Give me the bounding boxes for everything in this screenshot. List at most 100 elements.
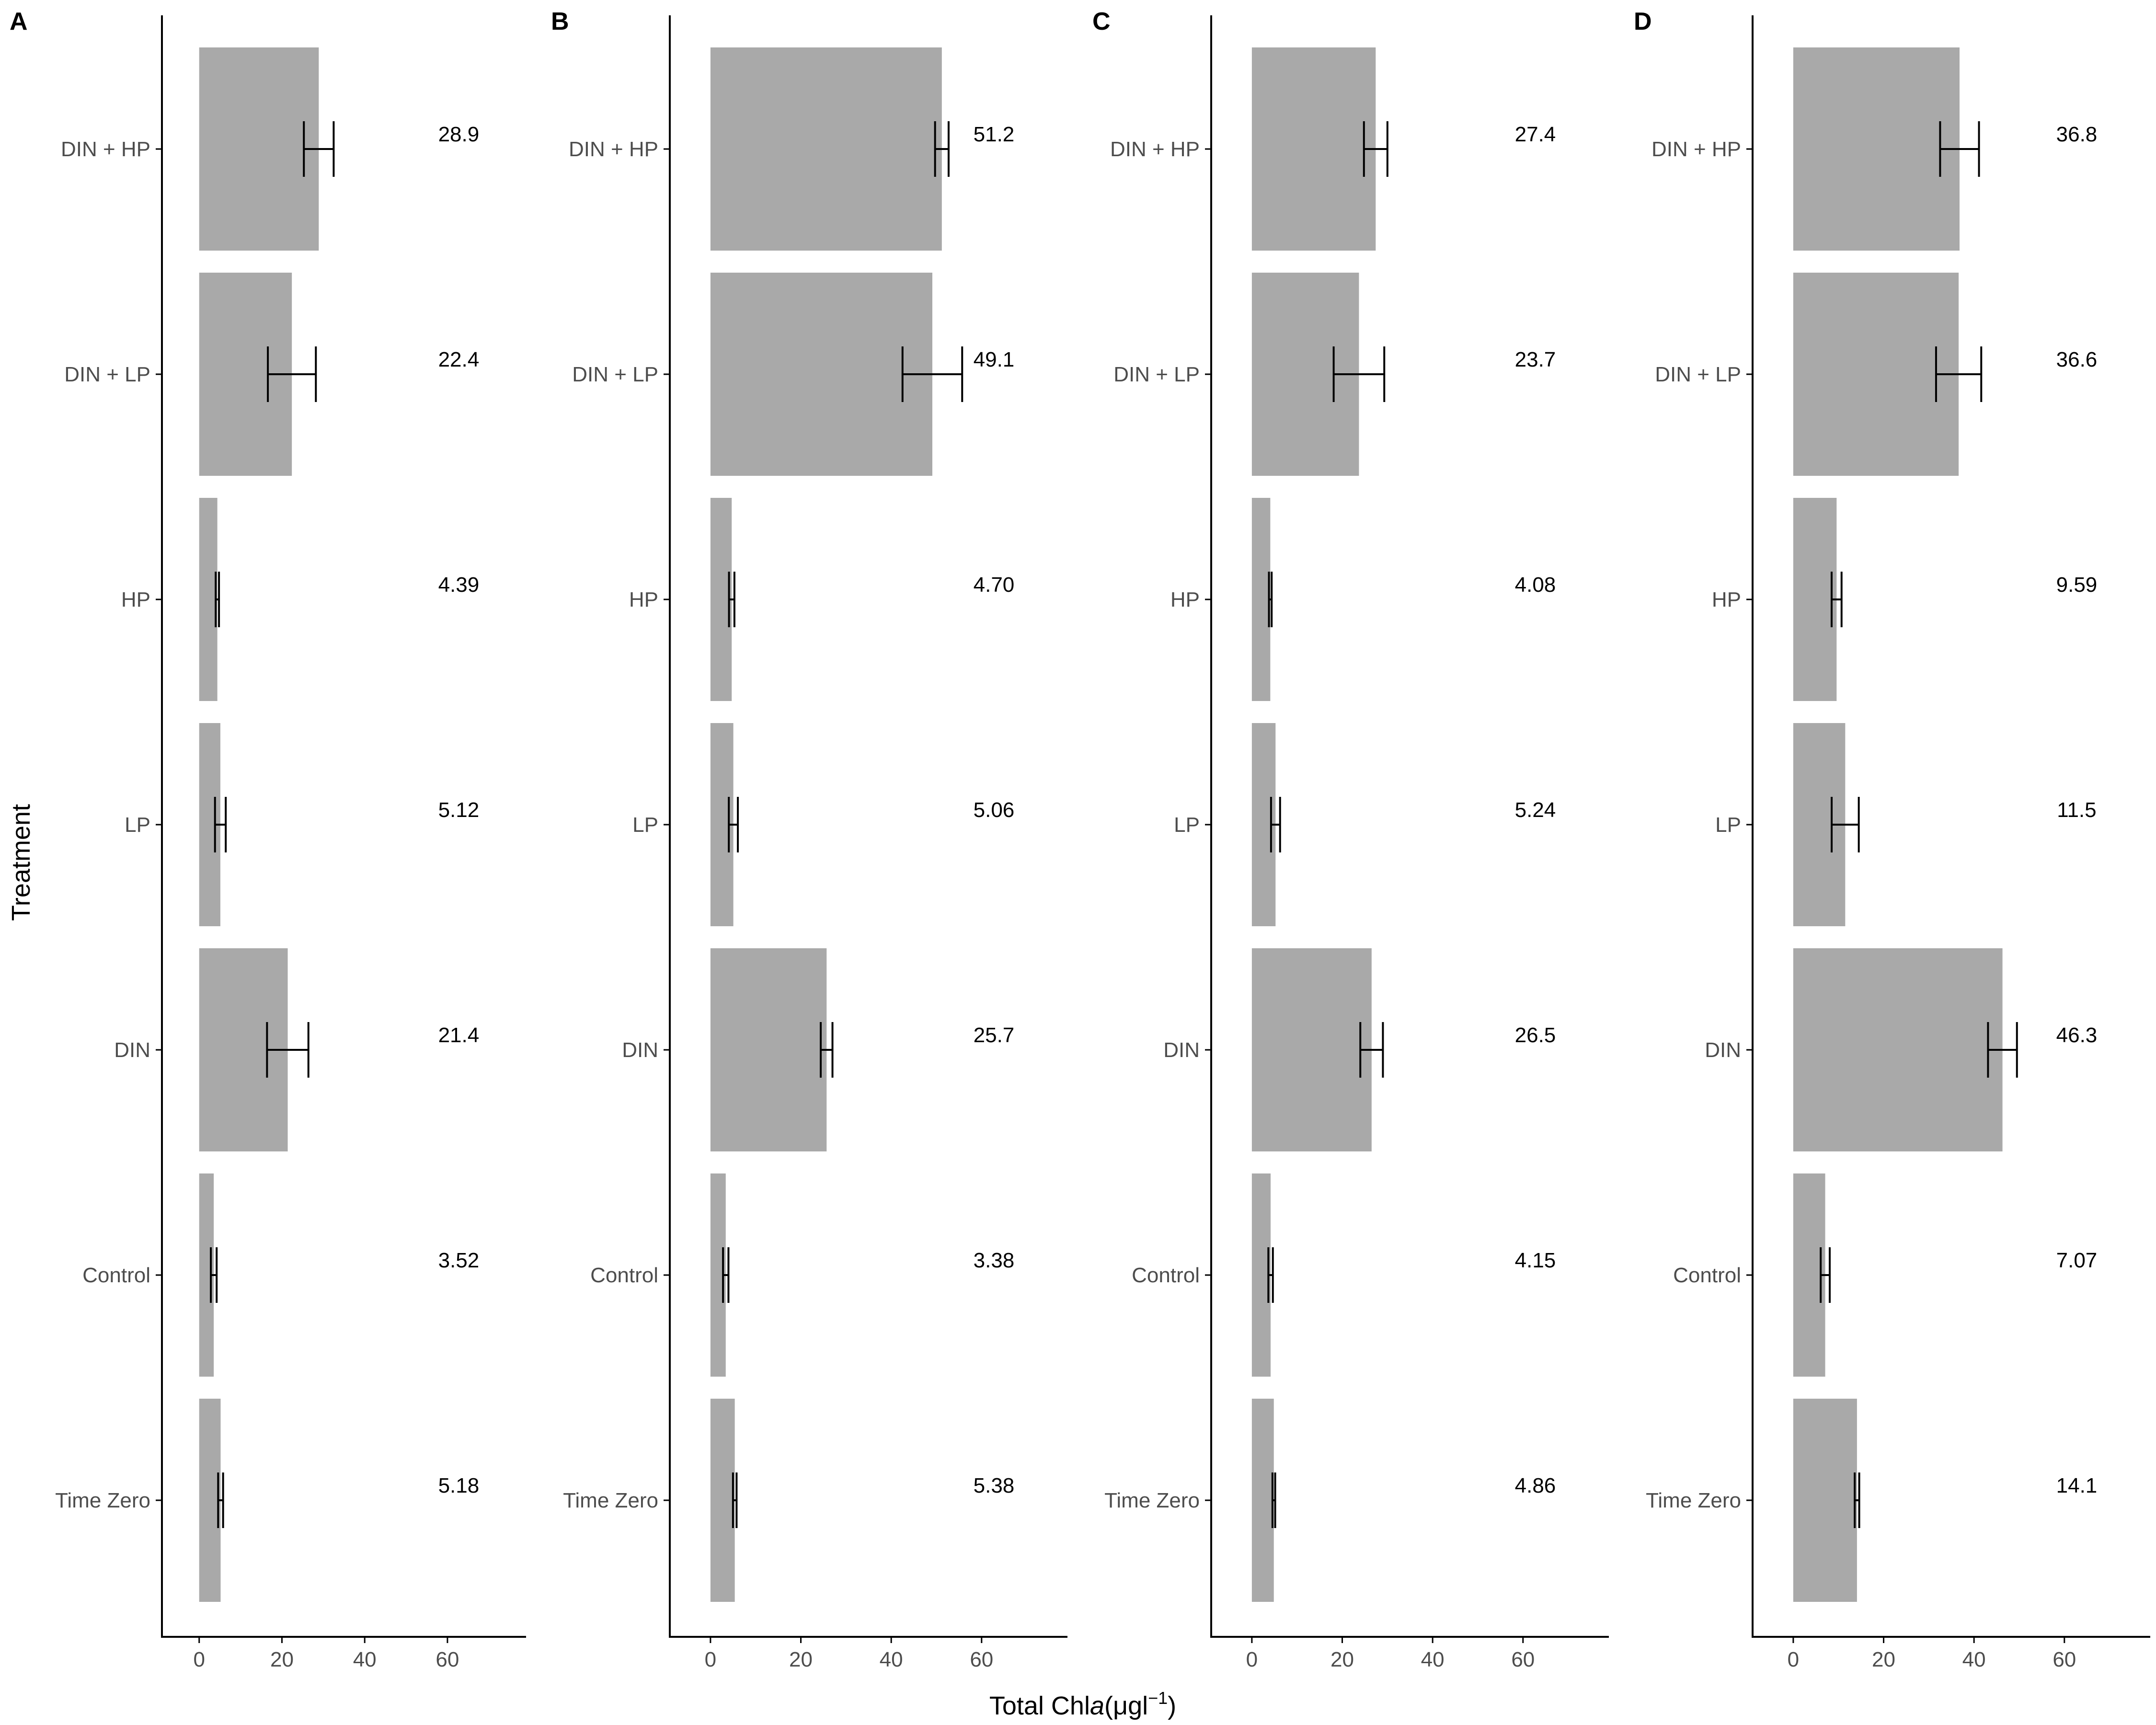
bar	[1793, 273, 1959, 476]
value-label: 36.8	[2056, 123, 2098, 146]
y-tick-label: Control	[1132, 1264, 1200, 1287]
bar	[1251, 948, 1372, 1151]
y-tick-label: Control	[82, 1264, 150, 1287]
panel-d: D 14.1 Time Zero 7.07 Control 46.3 DIN 11.5 LP 9.…	[1634, 8, 2150, 1671]
y-tick-label: DIN + HP	[61, 138, 150, 161]
value-label: 25.7	[974, 1024, 1015, 1047]
value-label: 3.52	[438, 1249, 480, 1272]
value-label: 4.08	[1515, 573, 1556, 597]
x-tick-label: 20	[789, 1648, 813, 1671]
x-axis-title-close: )	[1168, 1691, 1176, 1720]
value-label: 21.4	[438, 1024, 480, 1047]
y-tick-label: DIN + LP	[572, 363, 658, 386]
panel-c: C 4.86 Time Zero 4.15 Control 26.5 DIN 5.24 LP 4.…	[1092, 8, 1609, 1671]
y-tick-label: Time Zero	[1646, 1489, 1741, 1512]
value-label: 14.1	[2056, 1474, 2098, 1497]
value-label: 46.3	[2056, 1024, 2098, 1047]
bar	[199, 498, 218, 701]
y-tick-label: HP	[121, 588, 150, 611]
y-tick-label: Time Zero	[1104, 1489, 1200, 1512]
bar	[1793, 47, 1960, 251]
value-label: 4.39	[438, 573, 480, 597]
x-tick-label: 40	[1962, 1648, 1986, 1671]
y-tick-label: LP	[1174, 813, 1200, 837]
value-label: 5.18	[438, 1474, 480, 1497]
y-tick-label: DIN + LP	[1655, 363, 1741, 386]
x-tick-label: 0	[1246, 1648, 1258, 1671]
value-label: 4.86	[1515, 1474, 1556, 1497]
panels: A 5.18 Time Zero 3.52 Control 21.4 DIN 5.12 LP 4.…	[10, 8, 2150, 1671]
value-label: 51.2	[974, 123, 1015, 146]
x-axis-title-italic: a	[1090, 1691, 1104, 1720]
value-label: 5.38	[974, 1474, 1015, 1497]
panel-a: A 5.18 Time Zero 3.52 Control 21.4 DIN 5.12 LP 4.…	[10, 8, 526, 1671]
y-tick-label: DIN + LP	[1113, 363, 1200, 386]
x-axis-title-prefix: Total Chl	[989, 1691, 1090, 1720]
value-label: 5.12	[438, 798, 480, 822]
x-axis-title: Total Chla(μgl−1)	[989, 1688, 1176, 1720]
y-tick-label: HP	[1170, 588, 1200, 611]
x-tick-label: 40	[880, 1648, 903, 1671]
bar	[710, 273, 932, 476]
x-axis-title-units: (μgl	[1104, 1691, 1148, 1720]
panel-b: B 5.38 Time Zero 3.38 Control 25.7 DIN 5.06 LP 4.…	[551, 8, 1067, 1671]
y-tick-label: Time Zero	[55, 1489, 150, 1512]
y-tick-label: DIN	[1163, 1038, 1200, 1062]
value-label: 22.4	[438, 348, 480, 371]
y-axis-title: Treatment	[7, 804, 35, 921]
value-label: 7.07	[2056, 1249, 2098, 1272]
bar	[710, 1399, 735, 1602]
bar	[199, 1399, 221, 1602]
x-tick-label: 60	[1511, 1648, 1535, 1671]
panel-label: A	[10, 8, 28, 35]
y-tick-label: HP	[629, 588, 658, 611]
x-tick-label: 40	[1421, 1648, 1445, 1671]
x-tick-label: 20	[1872, 1648, 1895, 1671]
value-label: 4.70	[974, 573, 1015, 597]
x-tick-label: 0	[193, 1648, 205, 1671]
panel-label: C	[1092, 8, 1111, 35]
bar	[1793, 1399, 1857, 1602]
x-tick-label: 20	[1330, 1648, 1354, 1671]
value-label: 4.15	[1515, 1249, 1556, 1272]
y-tick-label: DIN	[114, 1038, 150, 1062]
y-tick-label: LP	[632, 813, 658, 837]
y-tick-label: Time Zero	[563, 1489, 658, 1512]
x-tick-label: 60	[2053, 1648, 2076, 1671]
x-tick-label: 20	[270, 1648, 294, 1671]
panel-label: D	[1634, 8, 1652, 35]
y-tick-label: LP	[125, 813, 150, 837]
value-label: 3.38	[974, 1249, 1015, 1272]
bar	[710, 948, 827, 1151]
x-axis-title-exponent: −1	[1148, 1688, 1168, 1708]
bar	[1251, 498, 1271, 701]
y-tick-label: DIN + HP	[569, 138, 658, 161]
value-label: 23.7	[1515, 348, 1556, 371]
bar	[1251, 47, 1376, 251]
y-tick-label: DIN + HP	[1651, 138, 1741, 161]
x-tick-label: 60	[970, 1648, 993, 1671]
bar	[1251, 1399, 1274, 1602]
value-label: 5.24	[1515, 798, 1556, 822]
x-tick-label: 0	[1788, 1648, 1799, 1671]
bar	[199, 47, 319, 251]
y-tick-label: HP	[1712, 588, 1741, 611]
y-tick-label: DIN	[1705, 1038, 1741, 1062]
y-tick-label: DIN	[622, 1038, 658, 1062]
panel-label: B	[551, 8, 569, 35]
y-tick-label: DIN + LP	[64, 363, 150, 386]
y-tick-label: DIN + HP	[1110, 138, 1200, 161]
x-tick-label: 0	[705, 1648, 716, 1671]
value-label: 9.59	[2056, 573, 2098, 597]
y-tick-label: LP	[1715, 813, 1741, 837]
bar	[1793, 498, 1837, 701]
bar	[1793, 948, 2003, 1151]
value-label: 26.5	[1515, 1024, 1556, 1047]
value-label: 11.5	[2057, 798, 2096, 822]
value-label: 36.6	[2056, 348, 2098, 371]
value-label: 5.06	[974, 798, 1015, 822]
y-tick-label: Control	[590, 1264, 658, 1287]
value-label: 49.1	[974, 348, 1015, 371]
x-tick-label: 60	[436, 1648, 459, 1671]
